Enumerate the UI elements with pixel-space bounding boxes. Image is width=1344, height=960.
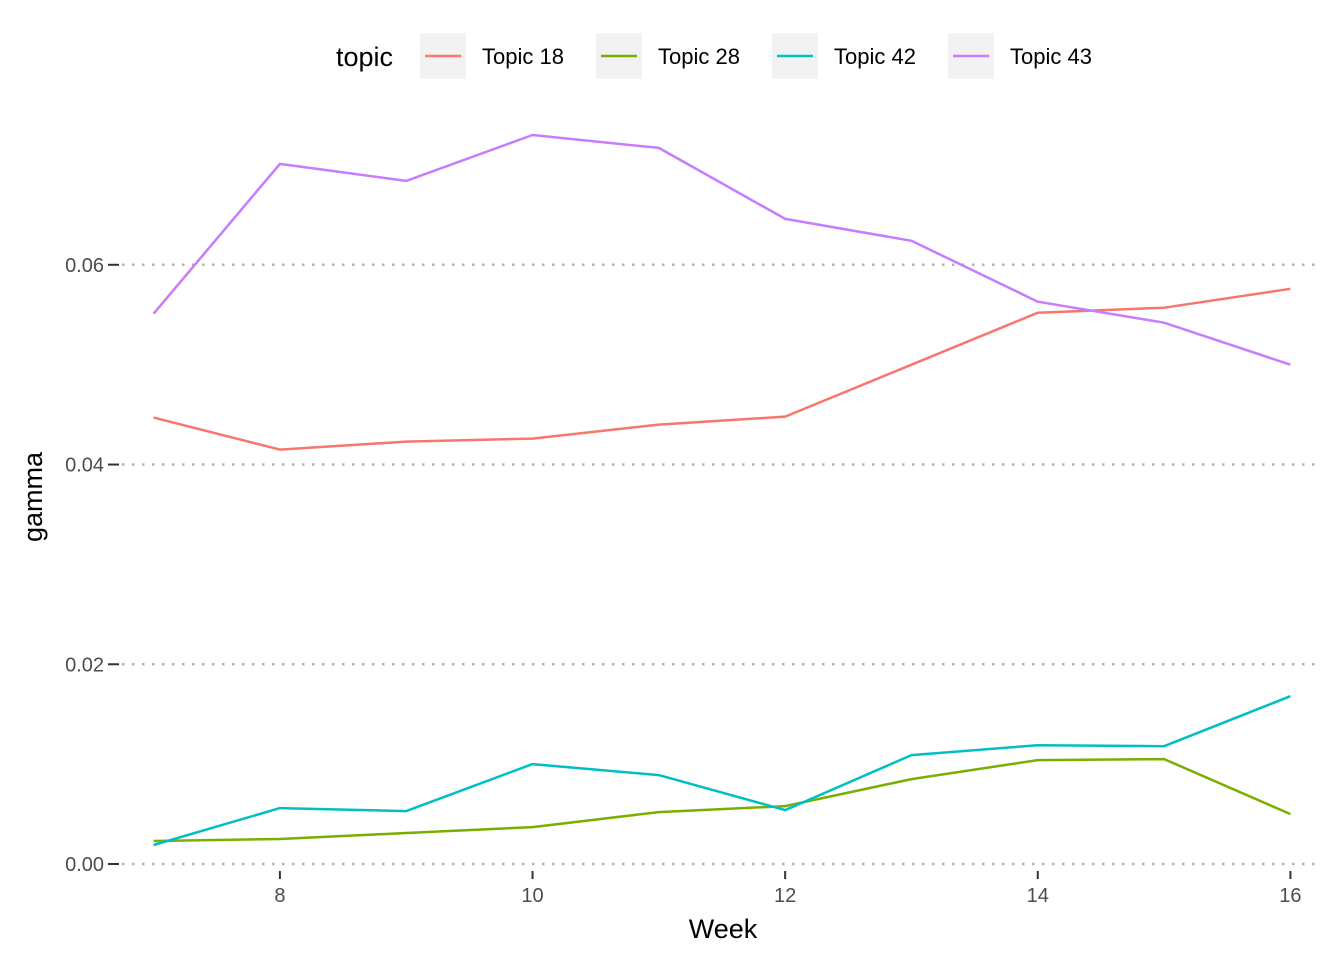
series-line-topic-42 (153, 695, 1291, 847)
legend: topic Topic 18 Topic 28 Topic 42 Topic 43 (336, 33, 1092, 79)
legend-item-topic-18: Topic 18 (420, 33, 564, 79)
series-line-topic-18 (153, 287, 1291, 451)
x-tick-label: 12 (774, 885, 796, 907)
x-axis-title: Week (689, 914, 758, 944)
legend-item-topic-28: Topic 28 (596, 33, 740, 79)
y-axis-title: gamma (18, 451, 48, 542)
y-tick-label: 0.00 (65, 854, 104, 876)
series-line-topic-28 (153, 757, 1291, 843)
x-tick-label: 8 (274, 885, 285, 907)
grid-layer (122, 263, 1322, 866)
legend-item-topic-42: Topic 42 (772, 33, 916, 79)
legend-title: topic (336, 42, 393, 72)
y-axis: 0.00 0.02 0.04 0.06 (65, 255, 119, 876)
legend-items: Topic 18 Topic 28 Topic 42 Topic 43 (420, 33, 1092, 79)
legend-label: Topic 42 (834, 44, 916, 69)
x-tick-label: 10 (521, 885, 543, 907)
legend-item-topic-43: Topic 43 (948, 33, 1092, 79)
series-layer (152, 133, 1291, 847)
x-tick-label: 16 (1279, 885, 1301, 907)
series-line-topic-43 (152, 133, 1291, 366)
y-tick-label: 0.04 (65, 455, 104, 477)
x-tick-label: 14 (1027, 885, 1049, 907)
x-axis: 8 10 12 14 16 (274, 871, 1302, 907)
legend-label: Topic 18 (482, 44, 564, 69)
y-tick-label: 0.06 (65, 255, 104, 277)
legend-label: Topic 28 (658, 44, 740, 69)
y-tick-label: 0.02 (65, 654, 104, 676)
legend-label: Topic 43 (1010, 44, 1092, 69)
